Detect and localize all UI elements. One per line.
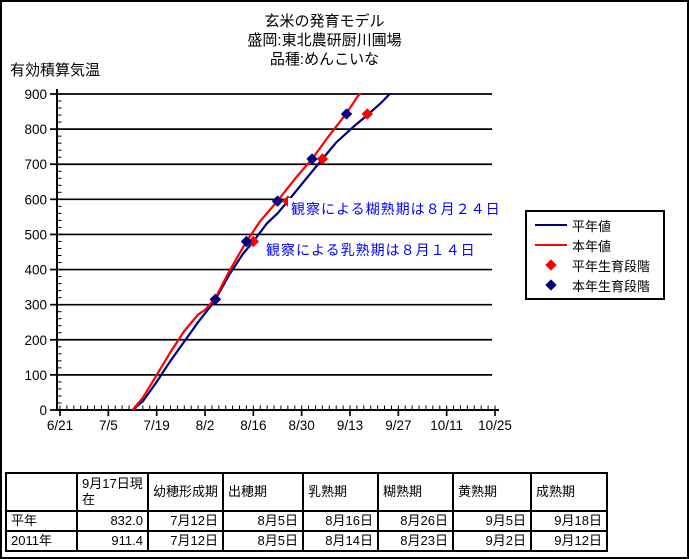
legend-label: 平年生育段階 — [572, 258, 651, 274]
table-cell: 7月12日 — [147, 530, 224, 552]
x-tick-label: 7/5 — [99, 418, 118, 433]
table-cell: 8月23日 — [377, 530, 454, 552]
x-tick-label: 7/19 — [144, 418, 170, 433]
table-column-header: 糊熟期 — [377, 472, 454, 512]
y-tick-label: 200 — [24, 333, 47, 348]
table-column-header: 乳熟期 — [302, 472, 379, 512]
table-row: 2011年 911.4 7月12日 8月5日 8月14日 8月23日 9月2日 9月12日 — [5, 530, 608, 552]
y-axis-title: 有効積算気温 — [10, 62, 101, 79]
table-cell: 7月12日 — [147, 510, 224, 532]
annotation-milk-stage: 観察による乳熟期は８月１４日 — [263, 239, 479, 261]
legend-label: 本年値 — [572, 238, 612, 254]
x-tick-label: 8/30 — [289, 418, 315, 433]
y-tick-label: 100 — [24, 368, 47, 383]
this-year-stage-diamond-icon — [535, 279, 567, 291]
table-column-header — [5, 472, 78, 512]
y-tick-label: 300 — [24, 298, 47, 313]
table-cell: 9月18日 — [530, 510, 608, 532]
y-tick-label: 900 — [24, 87, 47, 102]
x-tick-label: 8/2 — [196, 418, 215, 433]
normal-stage-diamond-icon — [535, 259, 567, 271]
y-tick-label: 800 — [24, 122, 47, 137]
y-tick-label: 700 — [24, 157, 47, 172]
table-column-header: 黄熟期 — [452, 472, 532, 512]
this-year-curve — [131, 93, 362, 411]
table-row-label: 2011年 — [5, 530, 78, 552]
legend-label: 本年生育段階 — [572, 278, 651, 294]
legend-item-normal-stage: 平年生育段階 — [535, 255, 663, 275]
table-cell: 832.0 — [76, 510, 149, 532]
legend-item-this-year-line: 本年値 — [535, 235, 663, 255]
this-year-stage-marker — [240, 235, 252, 247]
annotation-dough-stage: 観察による糊熟期は８月２４日 — [288, 198, 504, 220]
chart-title-block: 玄米の発育モデル 盛岡:東北農研厨川圃場 品種:めんこいな — [2, 12, 647, 69]
growth-stage-table: 9月17日現在 幼穂形成期 出穂期 乳熟期 糊熟期 黄熟期 成熟期 平年 832.0 7月12日… — [5, 472, 608, 552]
legend-label: 平年値 — [572, 218, 612, 234]
x-tick-label: 10/25 — [478, 418, 512, 433]
legend-item-normal-line: 平年値 — [535, 215, 663, 235]
legend-item-this-year-stage: 本年生育段階 — [535, 275, 663, 295]
table-cell: 9月2日 — [452, 530, 532, 552]
chart-title-line1: 玄米の発育モデル — [264, 13, 385, 30]
table-cell: 9月12日 — [530, 530, 608, 552]
normal-year-line-swatch — [535, 224, 567, 226]
table-cell: 911.4 — [76, 530, 149, 552]
this-year-stage-marker — [341, 108, 353, 120]
this-year-stage-marker — [272, 195, 283, 207]
table-column-header: 9月17日現在 — [76, 472, 149, 512]
x-tick-label: 8/16 — [240, 418, 266, 433]
x-tick-label: 9/27 — [385, 418, 411, 433]
table-cell: 8月5日 — [222, 510, 304, 532]
chart-title-line3: 品種:めんこいな — [269, 51, 380, 68]
table-column-header: 出穂期 — [222, 472, 304, 512]
table-column-header: 成熟期 — [530, 472, 608, 512]
y-tick-label: 600 — [24, 192, 47, 207]
y-tick-label: 500 — [24, 227, 47, 242]
table-column-header: 幼穂形成期 — [147, 472, 224, 512]
normal-stage-marker — [361, 108, 373, 120]
table-row: 平年 832.0 7月12日 8月5日 8月16日 8月26日 9月5日 9月18日 — [5, 510, 608, 532]
table-cell: 8月26日 — [377, 510, 454, 532]
y-tick-label: 400 — [24, 263, 47, 278]
this-year-stage-marker — [306, 153, 318, 165]
table-header-row: 9月17日現在 幼穂形成期 出穂期 乳熟期 糊熟期 黄熟期 成熟期 — [5, 472, 608, 512]
table-cell: 8月14日 — [302, 530, 379, 552]
table-cell: 8月5日 — [222, 530, 304, 552]
x-tick-label: 9/13 — [337, 418, 363, 433]
this-year-stage-marker — [209, 293, 221, 305]
table-row-label: 平年 — [5, 510, 78, 532]
chart-title-line2: 盛岡:東北農研厨川圃場 — [247, 32, 402, 49]
normal-stage-marker — [316, 153, 328, 165]
x-tick-label: 10/11 — [430, 418, 463, 433]
x-tick-label: 6/21 — [47, 418, 73, 433]
table-cell: 9月5日 — [452, 510, 532, 532]
this-year-line-swatch — [535, 244, 567, 246]
chart-legend: 平年値 本年値 平年生育段階 本年生育段階 — [525, 210, 665, 300]
y-tick-label: 0 — [39, 403, 47, 418]
table-cell: 8月16日 — [302, 510, 379, 532]
